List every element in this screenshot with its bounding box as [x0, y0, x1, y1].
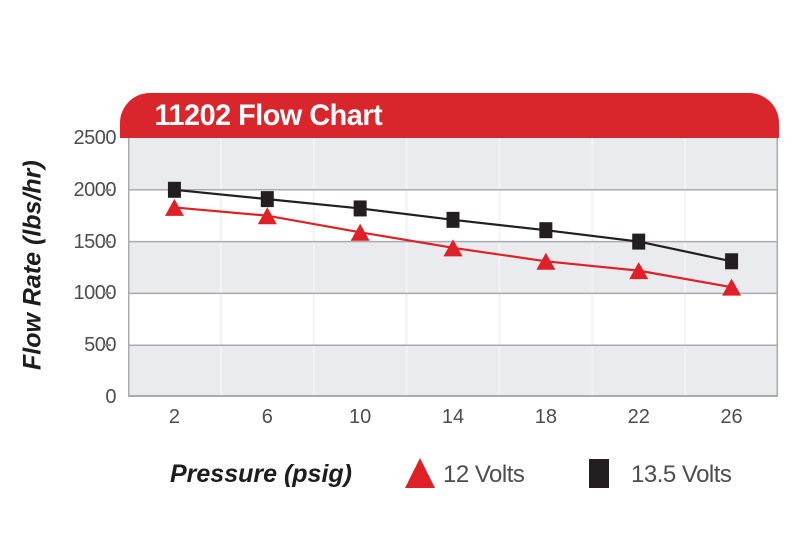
x-tick-label: 10 [349, 406, 372, 428]
x-tick-label: 2 [168, 406, 180, 428]
triangle-legend-icon [405, 458, 435, 488]
y-tick-label: 1000 [73, 282, 117, 305]
triangle-marker [443, 239, 463, 257]
square-marker [632, 233, 646, 250]
x-tick-label: 18 [534, 406, 557, 428]
plot-band [128, 138, 778, 190]
square-marker [725, 253, 739, 270]
square-marker [539, 222, 553, 239]
triangle-marker [722, 278, 742, 296]
plot-area [128, 138, 778, 397]
y-tick-mark [104, 344, 111, 347]
x-tick-label: 6 [261, 406, 273, 428]
x-tick-label: 14 [441, 406, 465, 428]
square-marker [353, 200, 367, 217]
triangle-marker [629, 262, 649, 280]
triangle-marker [536, 252, 556, 270]
y-axis-title: Flow Rate (lbs/hr) [18, 160, 47, 370]
y-tick-mark [104, 240, 111, 243]
chart-title: 11202 Flow Chart [154, 98, 383, 132]
x-tick-label: 22 [627, 406, 650, 428]
y-tick-label: 2500 [73, 127, 117, 149]
y-tick-label: 2000 [73, 178, 117, 201]
legend-label-13-5-volts: 13.5 Volts [631, 461, 732, 488]
square-legend-icon [589, 459, 609, 488]
y-tick-mark [104, 292, 111, 295]
triangle-marker [350, 223, 370, 241]
legend-row: Pressure (psig) 12 Volts 13.5 Volts [0, 452, 800, 500]
square-marker [260, 191, 274, 208]
y-tick-label: 0 [105, 386, 116, 408]
triangle-marker [164, 198, 184, 216]
x-tick-label: 26 [720, 406, 743, 428]
x-axis-title: Pressure (psig) [170, 460, 353, 488]
plot-band [128, 345, 778, 397]
square-marker [446, 211, 460, 228]
y-tick-label: 500 [84, 334, 116, 357]
y-tick-label: 1500 [73, 230, 117, 253]
y-tick-mark [104, 188, 111, 191]
triangle-marker [257, 207, 277, 225]
legend-label-12-volts: 12 Volts [443, 461, 525, 488]
square-marker [167, 181, 181, 198]
chart-title-banner: 11202 Flow Chart [120, 93, 779, 138]
